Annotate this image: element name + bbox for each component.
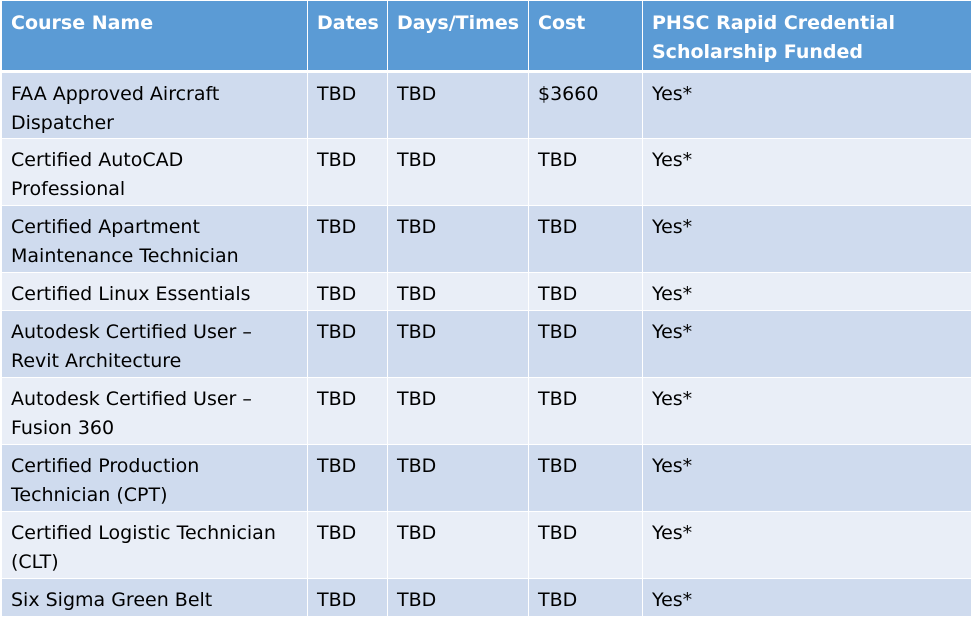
cell-days-times: TBD — [387, 205, 529, 272]
table-row: FAA Approved Aircraft Dispatcher TBD TBD… — [1, 71, 972, 138]
cell-dates: TBD — [307, 511, 388, 578]
cell-days-times: TBD — [387, 377, 529, 444]
cell-days-times: TBD — [387, 578, 529, 616]
cell-dates: TBD — [307, 205, 388, 272]
cell-dates: TBD — [307, 377, 388, 444]
cell-days-times: TBD — [387, 138, 529, 205]
table-header-row: Course Name Dates Days/Times Cost PHSC R… — [1, 1, 972, 73]
cell-cost: TBD — [528, 377, 643, 444]
cell-days-times: TBD — [387, 511, 529, 578]
cell-cost: TBD — [528, 310, 643, 377]
cell-dates: TBD — [307, 138, 388, 205]
cell-funded: Yes* — [642, 444, 972, 511]
table-row: Six Sigma Green Belt TBD TBD TBD Yes* — [1, 578, 972, 616]
cell-dates: TBD — [307, 444, 388, 511]
cell-dates: TBD — [307, 578, 388, 616]
cell-course-name: Certified Apartment Maintenance Technici… — [1, 205, 308, 272]
cell-funded: Yes* — [642, 71, 972, 138]
cell-days-times: TBD — [387, 310, 529, 377]
cell-days-times: TBD — [387, 272, 529, 310]
course-table: Course Name Dates Days/Times Cost PHSC R… — [1, 1, 972, 617]
cell-course-name: Certified AutoCAD Professional — [1, 138, 308, 205]
cell-cost: $3660 — [528, 71, 643, 138]
cell-course-name: Six Sigma Green Belt — [1, 578, 308, 616]
table-row: Certified Linux Essentials TBD TBD TBD Y… — [1, 272, 972, 310]
cell-course-name: Certified Linux Essentials — [1, 272, 308, 310]
table-row: Autodesk Certified User – Fusion 360 TBD… — [1, 377, 972, 444]
cell-dates: TBD — [307, 272, 388, 310]
header-dates: Dates — [307, 1, 388, 73]
table-row: Autodesk Certified User – Revit Architec… — [1, 310, 972, 377]
table-row: Certified Apartment Maintenance Technici… — [1, 205, 972, 272]
cell-days-times: TBD — [387, 444, 529, 511]
cell-funded: Yes* — [642, 138, 972, 205]
cell-cost: TBD — [528, 511, 643, 578]
cell-cost: TBD — [528, 272, 643, 310]
cell-cost: TBD — [528, 205, 643, 272]
cell-dates: TBD — [307, 310, 388, 377]
header-scholarship-funded: PHSC Rapid Credential Scholarship Funded — [642, 1, 972, 73]
cell-cost: TBD — [528, 578, 643, 616]
cell-course-name: Certified Production Technician (CPT) — [1, 444, 308, 511]
cell-funded: Yes* — [642, 310, 972, 377]
cell-course-name: Autodesk Certified User – Fusion 360 — [1, 377, 308, 444]
cell-days-times: TBD — [387, 71, 529, 138]
cell-course-name: Autodesk Certified User – Revit Architec… — [1, 310, 308, 377]
table-row: Certified Production Technician (CPT) TB… — [1, 444, 972, 511]
cell-funded: Yes* — [642, 377, 972, 444]
cell-funded: Yes* — [642, 205, 972, 272]
table-row: Certified AutoCAD Professional TBD TBD T… — [1, 138, 972, 205]
cell-cost: TBD — [528, 138, 643, 205]
cell-dates: TBD — [307, 71, 388, 138]
header-days-times: Days/Times — [387, 1, 529, 73]
cell-funded: Yes* — [642, 578, 972, 616]
table-row: Certified Logistic Technician (CLT) TBD … — [1, 511, 972, 578]
cell-funded: Yes* — [642, 511, 972, 578]
cell-cost: TBD — [528, 444, 643, 511]
cell-funded: Yes* — [642, 272, 972, 310]
cell-course-name: Certified Logistic Technician (CLT) — [1, 511, 308, 578]
cell-course-name: FAA Approved Aircraft Dispatcher — [1, 71, 308, 138]
header-course-name: Course Name — [1, 1, 308, 73]
header-cost: Cost — [528, 1, 643, 73]
